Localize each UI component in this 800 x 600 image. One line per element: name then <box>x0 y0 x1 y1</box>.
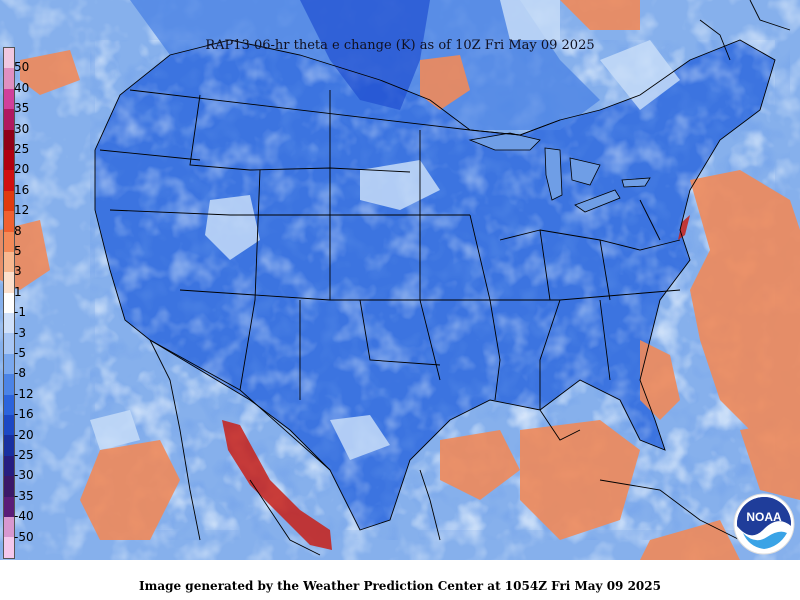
colorbar-swatch <box>4 231 14 252</box>
noaa-logo-text: NOAA <box>746 510 782 524</box>
borders <box>94 39 776 531</box>
colorbar-swatch <box>4 313 14 334</box>
colorbar-label: -1 <box>14 305 26 320</box>
colorbar-swatch <box>4 455 14 477</box>
colorbar-swatch <box>4 435 14 456</box>
colorbar-swatch <box>4 68 14 89</box>
colorbar-label: -40 <box>14 509 34 524</box>
noaa-logo-icon: NOAA <box>733 493 795 555</box>
colorbar-swatch <box>4 149 14 171</box>
colorbar-label: -16 <box>14 407 34 422</box>
dark-streak <box>300 0 430 110</box>
map-title: RAP13 06-hr theta e change (K) as of 10Z… <box>205 38 595 53</box>
colorbar-label: 50 <box>14 60 30 75</box>
colorbar-label: 40 <box>14 80 30 95</box>
colorbar-label: 20 <box>14 162 30 177</box>
colorbar-swatch <box>4 48 14 69</box>
colorbar-label: -12 <box>14 386 34 401</box>
map-panel: RAP13 06-hr theta e change (K) as of 10Z… <box>0 0 800 560</box>
theta-e-change-map <box>0 0 800 560</box>
great-lakes <box>468 132 651 213</box>
colorbar-swatch <box>4 415 14 436</box>
colorbar-label: -20 <box>14 427 34 442</box>
colorbar-swatch <box>4 537 14 558</box>
colorbar-label: 12 <box>14 203 30 218</box>
colorbar-swatch <box>4 516 14 538</box>
colorbar-label: 30 <box>14 121 30 136</box>
colorbar-swatch <box>4 251 14 273</box>
colorbar-label: -30 <box>14 468 34 483</box>
colorbar-swatch <box>4 109 14 130</box>
colorbar-label: 5 <box>14 244 22 258</box>
colorbar <box>3 47 15 559</box>
warm-anomalies <box>0 0 800 560</box>
colorbar-swatch <box>4 394 14 416</box>
colorbar-label: -3 <box>14 325 26 340</box>
footer-text: Image generated by the Weather Predictio… <box>139 579 661 593</box>
colorbar-swatch <box>4 292 14 314</box>
colorbar-label: 25 <box>14 142 30 156</box>
colorbar-label: 35 <box>14 101 30 116</box>
colorbar-swatch <box>4 211 14 232</box>
colorbar-swatch <box>4 170 14 191</box>
colorbar-label: -35 <box>14 488 34 503</box>
colorbar-swatch <box>4 190 14 212</box>
colorbar-swatch <box>4 496 14 517</box>
colorbar-label: 3 <box>14 264 22 279</box>
colorbar-swatch <box>4 129 14 150</box>
footer: Image generated by the Weather Predictio… <box>0 560 800 600</box>
colorbar-label: -25 <box>14 448 34 462</box>
colorbar-label: 1 <box>14 284 22 299</box>
coastlines <box>149 0 791 556</box>
colorbar-label: 16 <box>14 182 30 197</box>
colorbar-swatch <box>4 88 14 110</box>
colorbar-swatch <box>4 333 14 354</box>
colorbar-label: -5 <box>14 346 26 360</box>
colorbar-label: 8 <box>14 223 22 238</box>
colorbar-swatch <box>4 353 14 375</box>
colorbar-swatch <box>4 476 14 497</box>
colorbar-label: -50 <box>14 529 34 544</box>
colorbar-swatch <box>4 374 14 395</box>
colorbar-label: -8 <box>14 366 26 381</box>
colorbar-swatch <box>4 272 14 293</box>
